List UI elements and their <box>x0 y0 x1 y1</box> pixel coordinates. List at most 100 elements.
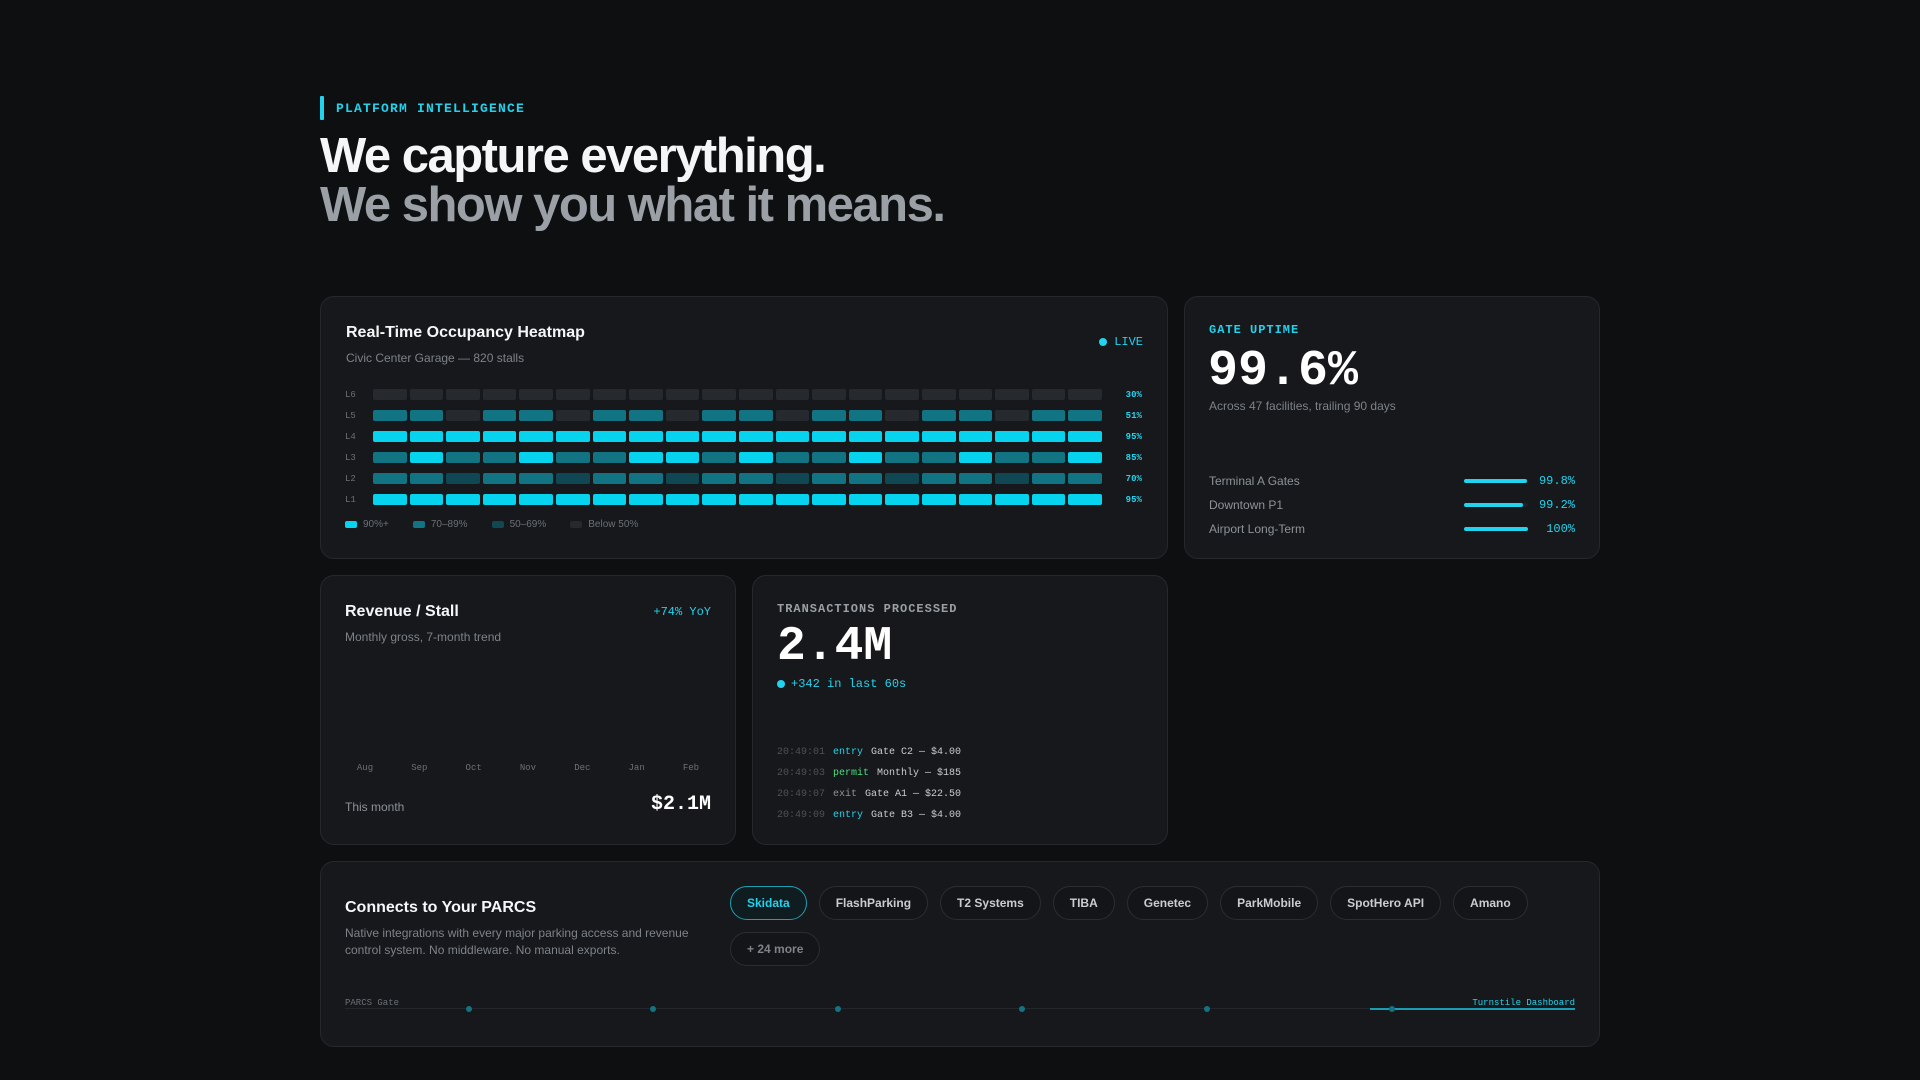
heatmap-row-cells <box>373 389 1102 400</box>
heatmap-cell <box>592 389 627 400</box>
heatmap-cell <box>775 431 810 442</box>
revenue-per-stall-card: Revenue / Stall Monthly gross, 7-month t… <box>320 575 736 845</box>
heatmap-cell <box>409 494 444 505</box>
heatmap-cell <box>921 452 956 463</box>
heatmap-cell <box>446 452 480 463</box>
heatmap-row: L6 30% <box>345 384 1142 405</box>
heatmap-cell <box>482 410 517 421</box>
heatmap-cell <box>958 389 993 400</box>
heatmap-cell <box>885 410 919 421</box>
revenue-title: Revenue / Stall <box>345 603 459 620</box>
chip-tiba[interactable]: TIBA <box>1052 886 1115 920</box>
flow-node <box>650 1006 656 1012</box>
data-flow-line: PARCS Gate Turnstile Dashboard <box>345 998 1575 1018</box>
log-detail: Monthly — $185 <box>877 768 962 779</box>
log-kind: permit <box>833 768 870 779</box>
heatmap-cell <box>555 431 590 442</box>
chip-amano[interactable]: Amano <box>1453 886 1528 920</box>
heatmap-cell <box>738 452 773 463</box>
chip-spothero-api[interactable]: SpotHero API <box>1330 886 1442 920</box>
log-kind: entry <box>833 747 864 758</box>
log-timestamp: 20:49:01 <box>777 747 826 758</box>
heatmap-cell <box>885 494 919 505</box>
heatmap-cell <box>482 452 517 463</box>
heatmap-cell <box>373 410 407 421</box>
chip-flashparking[interactable]: FlashParking <box>818 886 929 920</box>
chip-genetec[interactable]: Genetec <box>1126 886 1209 920</box>
heatmap-cell <box>629 410 663 421</box>
heatmap-cell <box>555 452 590 463</box>
heatmap-cell <box>665 452 700 463</box>
level-label: L1 <box>345 494 356 505</box>
heatmap-cell <box>848 410 883 421</box>
facility-uptime-value: 99.2% <box>1538 498 1575 512</box>
heatmap-cell <box>775 410 810 421</box>
chip-t2-systems[interactable]: T2 Systems <box>940 886 1041 920</box>
heatmap-row: L2 70% <box>345 468 1142 489</box>
heatmap-cell <box>775 473 810 484</box>
level-occupancy-pct: 70% <box>1125 473 1142 484</box>
heatmap-cell <box>665 494 700 505</box>
heatmap-cell <box>519 431 553 442</box>
heatmap-cell <box>1068 431 1102 442</box>
this-month-label: This month <box>345 800 405 814</box>
heatmap-cell <box>848 452 883 463</box>
heatmap-cell <box>702 494 736 505</box>
revenue-subtitle: Monthly gross, 7-month trend <box>345 630 502 644</box>
heatmap-cell <box>775 494 810 505</box>
chip-skidata[interactable]: Skidata <box>730 886 807 920</box>
eyebrow-label: PLATFORM INTELLIGENCE <box>336 100 526 116</box>
heatmap-cell <box>995 452 1029 463</box>
heatmap-cell <box>373 431 407 442</box>
more-integrations-chip[interactable]: + 24 more <box>730 932 821 966</box>
legend-item: 90%+ <box>345 519 389 530</box>
heatmap-cell <box>848 494 883 505</box>
heatmap-cell <box>592 473 627 484</box>
transactions-value: 2.4M <box>777 620 893 674</box>
heatmap-cell <box>629 473 663 484</box>
heatmap-cell <box>665 410 700 421</box>
pulse-dot-icon <box>777 680 785 688</box>
uptime-bar-fill <box>1464 503 1523 507</box>
heatmap-cell <box>921 410 956 421</box>
heatmap-cell <box>373 473 407 484</box>
heatmap-cell <box>482 389 517 400</box>
heatmap-cell <box>921 494 956 505</box>
heatmap-cell <box>1068 452 1102 463</box>
legend-item: 50–69% <box>491 519 546 530</box>
heatmap-cell <box>1068 494 1102 505</box>
flow-node <box>1019 1006 1025 1012</box>
live-dot-icon <box>1099 338 1108 346</box>
heatmap-cell <box>812 410 846 421</box>
log-timestamp: 20:49:03 <box>777 768 826 779</box>
flow-source-label: PARCS Gate <box>345 998 400 1008</box>
flow-node <box>1204 1006 1210 1012</box>
month-tick-label: Oct <box>465 763 482 773</box>
facility-name: Downtown P1 <box>1209 498 1284 512</box>
month-tick-label: Feb <box>682 763 700 773</box>
integrations-card: Connects to Your PARCS Native integratio… <box>320 861 1600 1047</box>
heatmap-cell <box>446 473 480 484</box>
transactions-card: TRANSACTIONS PROCESSED 2.4M +342 in last… <box>752 575 1168 845</box>
facility-name: Terminal A Gates <box>1209 474 1300 488</box>
uptime-bar-fill <box>1464 479 1527 483</box>
heatmap-cell <box>995 494 1029 505</box>
chip-parkmobile[interactable]: ParkMobile <box>1220 886 1319 920</box>
heatmap-cell <box>958 452 993 463</box>
level-label: L4 <box>345 431 356 442</box>
level-occupancy-pct: 95% <box>1125 494 1142 505</box>
level-label: L2 <box>345 473 356 484</box>
heatmap-row-cells <box>373 410 1102 421</box>
heatmap-row-cells <box>373 473 1102 484</box>
month-tick-label: Dec <box>574 763 591 773</box>
level-occupancy-pct: 95% <box>1125 431 1142 442</box>
log-entry: 20:49:09 entry Gate B3 — $4.00 <box>777 805 961 826</box>
heatmap-cell <box>1031 431 1066 442</box>
heatmap-legend: 90%+ 70–89% 50–69% Below 50% <box>345 519 638 530</box>
headline-line-1: We capture everything. <box>320 129 827 183</box>
heatmap-cell <box>409 473 444 484</box>
heatmap-cell <box>482 494 517 505</box>
heatmap-cell <box>1031 389 1066 400</box>
heatmap-cell <box>555 389 590 400</box>
uptime-bar-track <box>1464 479 1528 483</box>
